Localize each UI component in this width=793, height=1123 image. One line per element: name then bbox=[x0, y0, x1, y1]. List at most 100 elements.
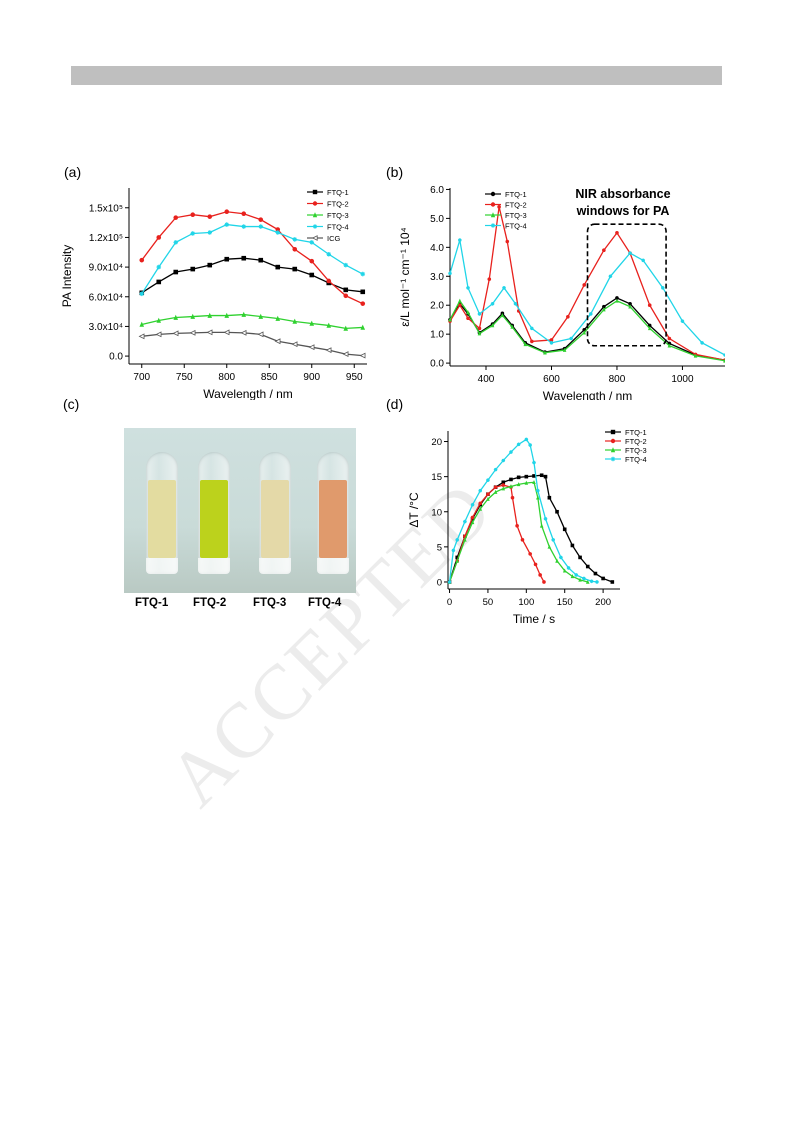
series-ftq-3 bbox=[447, 479, 590, 584]
data-point bbox=[509, 484, 513, 489]
data-point bbox=[275, 264, 281, 270]
data-point bbox=[509, 477, 513, 482]
vial-base bbox=[317, 558, 349, 574]
x-tick-label: 800 bbox=[609, 374, 626, 385]
legend-label: FTQ-1 bbox=[327, 188, 349, 197]
data-point bbox=[610, 456, 616, 462]
x-tick-label: 400 bbox=[478, 374, 495, 385]
data-point bbox=[448, 317, 452, 322]
data-point bbox=[549, 338, 554, 342]
x-tick-label: 700 bbox=[133, 372, 150, 383]
y-tick-label: 4.0 bbox=[430, 243, 444, 254]
data-point bbox=[478, 501, 483, 506]
data-point bbox=[458, 303, 462, 308]
data-point bbox=[490, 191, 496, 197]
data-point bbox=[477, 331, 482, 336]
legend-label: FTQ-3 bbox=[505, 211, 527, 220]
data-point bbox=[325, 347, 332, 354]
data-point bbox=[490, 301, 495, 306]
data-point bbox=[342, 351, 349, 358]
x-tick-label: 600 bbox=[543, 374, 560, 385]
legend-label: FTQ-3 bbox=[625, 446, 647, 455]
data-point bbox=[532, 479, 536, 485]
data-point bbox=[647, 326, 652, 331]
data-point bbox=[359, 352, 366, 359]
vial-base bbox=[198, 558, 230, 574]
data-point bbox=[559, 555, 563, 560]
data-point bbox=[312, 224, 318, 229]
data-point bbox=[502, 286, 506, 290]
data-point bbox=[582, 283, 587, 287]
data-point bbox=[497, 205, 501, 209]
data-point bbox=[493, 467, 498, 472]
data-point bbox=[275, 315, 281, 321]
data-point bbox=[312, 212, 318, 218]
series-line bbox=[449, 299, 725, 362]
data-point bbox=[455, 558, 460, 563]
x-tick-label: 0 bbox=[447, 597, 452, 608]
data-point bbox=[451, 548, 456, 553]
data-point bbox=[326, 251, 332, 257]
y-tick-label: 20 bbox=[431, 437, 442, 448]
data-point bbox=[680, 319, 685, 323]
data-point bbox=[551, 538, 555, 542]
data-point bbox=[515, 524, 519, 528]
y-tick-label: 3.0 bbox=[430, 272, 444, 283]
data-point bbox=[207, 262, 213, 268]
data-point bbox=[360, 271, 366, 277]
data-point bbox=[543, 474, 548, 479]
data-point bbox=[593, 571, 598, 576]
vial-liquid bbox=[148, 480, 176, 558]
data-point bbox=[190, 231, 196, 236]
series-line bbox=[448, 481, 588, 583]
data-point bbox=[547, 544, 552, 549]
data-point bbox=[667, 343, 672, 348]
data-point bbox=[343, 287, 349, 293]
data-point bbox=[585, 579, 590, 584]
data-point bbox=[524, 437, 529, 442]
data-point bbox=[138, 333, 145, 340]
data-point bbox=[258, 257, 264, 263]
series-icg bbox=[138, 329, 366, 359]
vial-label: FTQ-1 bbox=[135, 597, 169, 609]
data-point bbox=[190, 313, 196, 319]
data-point bbox=[258, 313, 264, 319]
series-line bbox=[448, 484, 545, 583]
data-point bbox=[539, 523, 544, 528]
vial-liquid bbox=[261, 480, 289, 558]
data-point bbox=[574, 573, 579, 577]
data-point bbox=[241, 211, 247, 217]
annotation-text: NIR absorbance bbox=[575, 187, 670, 201]
vial-ftq-3 bbox=[259, 452, 291, 574]
data-point bbox=[207, 214, 213, 219]
data-point bbox=[543, 350, 547, 355]
panel-label-a: (a) bbox=[64, 164, 82, 180]
series-ftq-4 bbox=[447, 437, 599, 584]
data-point bbox=[455, 555, 460, 560]
y-tick-label: 1.5x10⁵ bbox=[89, 203, 123, 214]
nir-window-box bbox=[586, 223, 667, 347]
y-tick-label: 1.0 bbox=[430, 330, 444, 341]
vial-label: FTQ-4 bbox=[308, 597, 342, 609]
data-point bbox=[470, 519, 475, 525]
x-axis-label: Time / s bbox=[513, 612, 555, 626]
data-point bbox=[562, 568, 567, 573]
data-point bbox=[566, 566, 571, 570]
data-point bbox=[466, 310, 470, 315]
data-point bbox=[207, 312, 213, 318]
data-point bbox=[241, 255, 247, 261]
data-point bbox=[528, 443, 532, 447]
data-point bbox=[156, 264, 162, 270]
y-axis-label: ΔT /°C bbox=[407, 492, 421, 528]
data-point bbox=[463, 519, 467, 524]
data-point bbox=[608, 274, 613, 279]
data-point bbox=[523, 341, 528, 347]
data-point bbox=[224, 222, 230, 227]
data-point bbox=[589, 579, 594, 584]
series-line bbox=[141, 211, 364, 305]
legend-label: FTQ-4 bbox=[505, 222, 527, 231]
data-point bbox=[555, 558, 559, 563]
data-point bbox=[547, 495, 552, 500]
data-point bbox=[493, 485, 498, 489]
